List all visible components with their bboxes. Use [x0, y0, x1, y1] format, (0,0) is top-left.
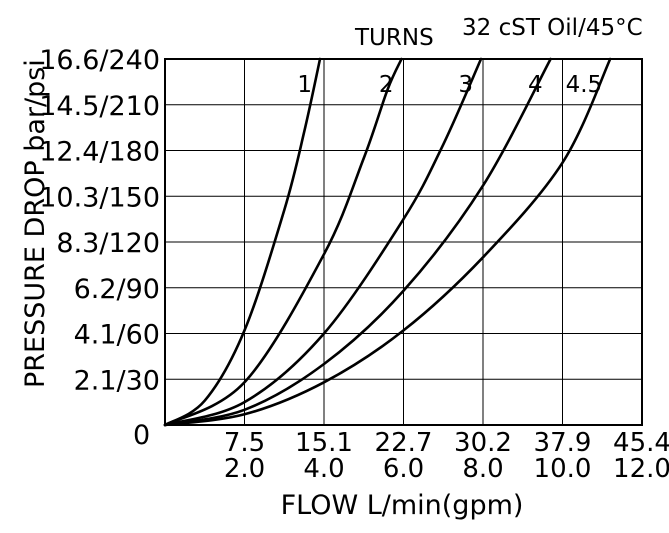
series-label-4.5: 4.5 — [566, 72, 603, 98]
series-line-3 — [163, 57, 483, 427]
x-tick-label-lpm: 15.1 — [295, 428, 353, 458]
x-tick-label-gpm: 12.0 — [613, 454, 669, 484]
y-tick-label: 6.2/90 — [74, 274, 160, 305]
y-axis-title: PRESSURE DROP bar/psi — [20, 59, 51, 388]
series-line-4 — [163, 57, 552, 427]
y-tick-label: 8.3/120 — [56, 228, 160, 259]
legend-title: TURNS — [354, 25, 434, 51]
series-label-3: 3 — [458, 72, 473, 98]
y-tick-labels: 2.1/30 4.1/60 6.2/90 8.3/120 10.3/150 12.4/18… — [39, 45, 160, 396]
curves — [163, 57, 612, 427]
series-label-4: 4 — [528, 72, 543, 98]
x-tick-label-lpm: 22.7 — [375, 428, 433, 458]
grid — [165, 59, 642, 425]
x-tick-label-gpm: 2.0 — [224, 454, 265, 484]
y-tick-label: 4.1/60 — [74, 320, 160, 351]
y-tick-label: 14.5/210 — [39, 91, 160, 122]
x-tick-label-lpm: 30.2 — [454, 428, 512, 458]
x-tick-label-lpm: 7.5 — [224, 428, 265, 458]
series-line-4.5 — [163, 57, 612, 427]
y-tick-label: 16.6/240 — [39, 45, 160, 76]
y-tick-label: 12.4/180 — [39, 137, 160, 168]
curve-labels: 1 2 3 4 4.5 — [297, 72, 602, 98]
x-tick-label-gpm: 6.0 — [383, 454, 424, 484]
series-line-2 — [163, 57, 403, 427]
x-tick-label-gpm: 4.0 — [303, 454, 344, 484]
y-tick-label: 10.3/150 — [39, 182, 160, 213]
x-tick-labels: 7.52.0 15.14.0 22.76.0 30.28.0 37.910.0 45.41… — [224, 428, 669, 484]
origin-label: 0 — [133, 420, 150, 451]
x-tick-label-lpm: 45.4 — [613, 428, 669, 458]
x-tick-label-lpm: 37.9 — [534, 428, 592, 458]
chart-title: 32 cST Oil/45°C — [462, 15, 643, 41]
y-tick-label: 2.1/30 — [74, 365, 160, 396]
plot-frame — [164, 58, 643, 426]
x-tick-label-gpm: 10.0 — [534, 454, 592, 484]
x-axis-title: FLOW L/min(gpm) — [281, 490, 524, 521]
x-tick-label-gpm: 8.0 — [462, 454, 503, 484]
series-label-1: 1 — [297, 72, 312, 98]
series-label-2: 2 — [379, 72, 394, 98]
series-line-1 — [163, 57, 322, 427]
